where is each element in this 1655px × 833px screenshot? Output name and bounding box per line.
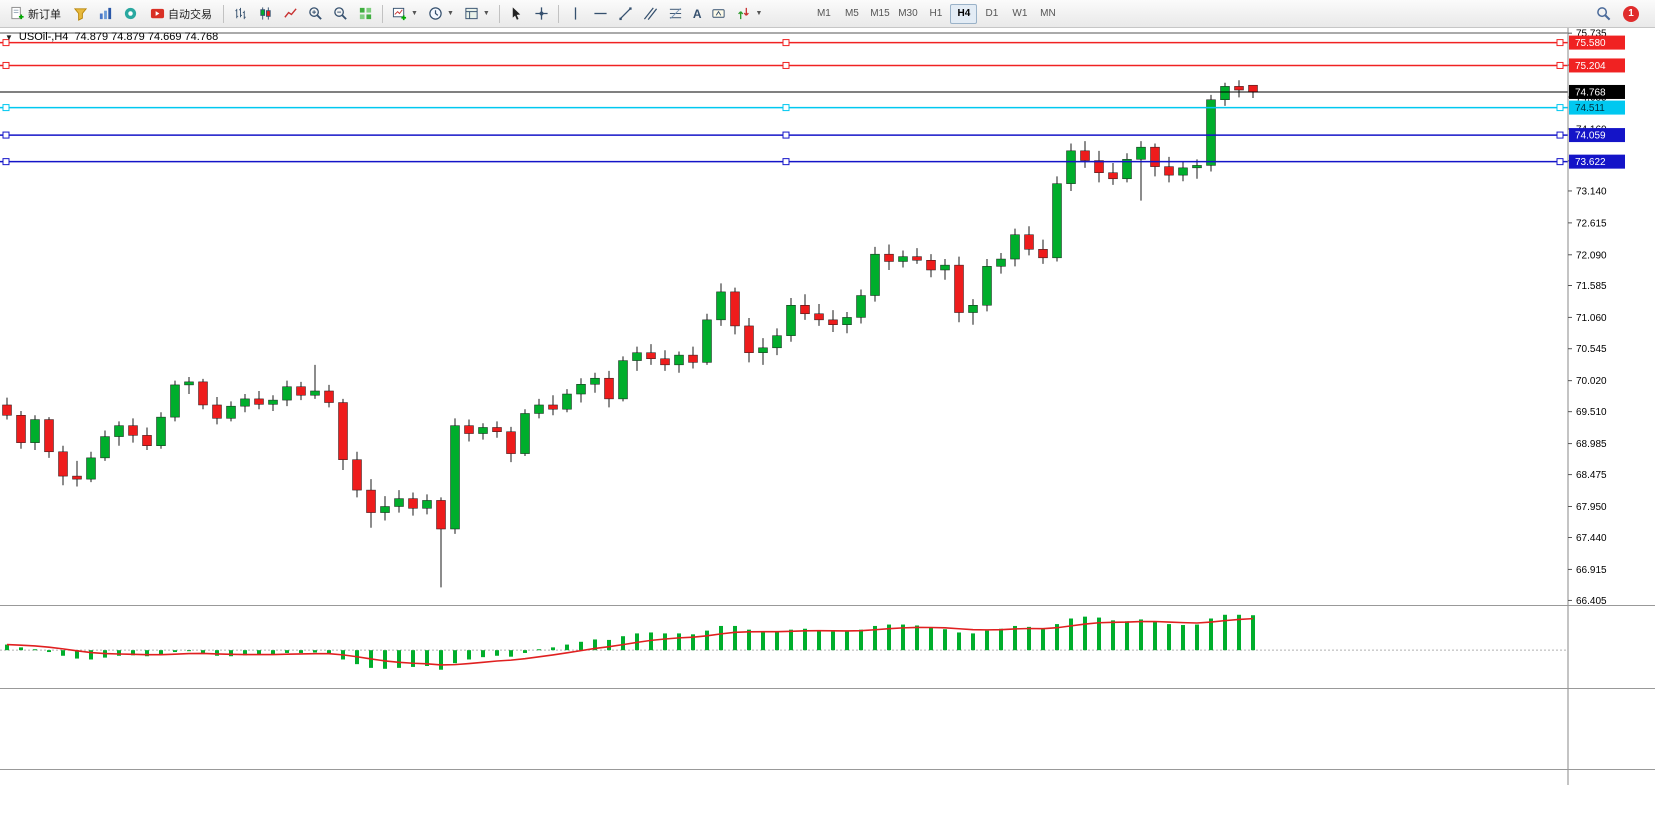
toolbar-separator: [223, 4, 224, 23]
timeframe-button-m5[interactable]: M5: [838, 4, 865, 24]
toolbar-separator: [557, 4, 559, 23]
new-chart-button[interactable]: ▼: [388, 3, 422, 25]
svg-text:74.059: 74.059: [1575, 131, 1606, 142]
timeframe-button-m15[interactable]: M15: [866, 4, 893, 24]
template-icon: [465, 7, 478, 20]
main-toolbar: 新订单 自动交易 ▼ ▼ ▼ A ▼ M1 M5 M15 M30 H1 H4 D: [0, 0, 1655, 28]
line-chart-mode-icon[interactable]: [279, 3, 302, 25]
price-badge-75.204: 75.204: [1569, 58, 1625, 73]
vertical-line-tool-icon[interactable]: [564, 3, 587, 25]
svg-text:68.985: 68.985: [1576, 439, 1607, 450]
toolbar-separator: [382, 4, 383, 23]
autotrade-label: 自动交易: [168, 8, 212, 21]
svg-text:72.090: 72.090: [1576, 250, 1607, 261]
timeframe-group: M1 M5 M15 M30 H1 H4 D1 W1 MN: [810, 3, 1061, 24]
stats-icon[interactable]: [94, 3, 117, 25]
horizontal-line-73.622[interactable]: [0, 158, 1568, 166]
svg-text:75.735: 75.735: [1576, 29, 1607, 40]
bar-chart-mode-icon[interactable]: [229, 3, 252, 25]
chart-plot-area[interactable]: [0, 28, 1568, 605]
macd-panel: [0, 614, 1568, 670]
clock-icon: [429, 7, 442, 20]
search-icon[interactable]: [1592, 3, 1615, 25]
autotrade-status-icon: [150, 8, 165, 19]
toolbar-separator: [498, 4, 500, 23]
horizontal-line-75.204[interactable]: [0, 61, 1568, 69]
new-chart-icon: [392, 7, 407, 21]
arrows-tool-icon[interactable]: ▼: [732, 3, 766, 25]
channel-tool-icon[interactable]: [639, 3, 662, 25]
notification-badge[interactable]: 1: [1623, 5, 1639, 22]
timeframe-button-h4[interactable]: H4: [950, 3, 978, 24]
text-tool-icon[interactable]: A: [692, 6, 702, 21]
tile-windows-icon[interactable]: [354, 3, 377, 25]
svg-text:70.545: 70.545: [1576, 344, 1607, 355]
price-badge-74.059: 74.059: [1569, 128, 1625, 143]
chevron-down-icon: ▼: [411, 10, 418, 17]
svg-text:69.510: 69.510: [1576, 407, 1607, 418]
toolbar-right: 1: [1592, 3, 1639, 25]
svg-text:72.615: 72.615: [1576, 218, 1607, 229]
timeframe-button-m30[interactable]: M30: [894, 4, 921, 24]
svg-text:66.915: 66.915: [1576, 565, 1607, 576]
svg-text:66.405: 66.405: [1576, 596, 1607, 607]
periods-button[interactable]: ▼: [424, 3, 458, 25]
timeframe-button-h1[interactable]: H1: [922, 4, 949, 24]
candlestick-series: [2, 80, 1258, 588]
chart-canvas: 75.73575.21074.68574.16073.63573.14072.6…: [0, 28, 1655, 833]
bid-price-badge: 74.768: [1569, 84, 1625, 99]
trendline-tool-icon[interactable]: [614, 3, 637, 25]
svg-text:75.580: 75.580: [1575, 38, 1606, 49]
svg-text:73.140: 73.140: [1576, 186, 1607, 197]
chevron-down-icon: ▼: [482, 10, 490, 17]
crosshair-icon[interactable]: [530, 3, 553, 25]
chevron-down-icon: ▼: [446, 10, 454, 17]
timeframe-button-m1[interactable]: M1: [810, 4, 837, 24]
svg-text:71.585: 71.585: [1576, 281, 1607, 292]
zoom-in-icon[interactable]: [304, 3, 327, 25]
price-badge-75.580: 75.580: [1569, 35, 1625, 50]
timeframe-button-d1[interactable]: D1: [978, 4, 1005, 24]
svg-text:75.204: 75.204: [1575, 61, 1606, 72]
horizontal-line-74.511[interactable]: [0, 104, 1568, 112]
candlestick-mode-icon[interactable]: [254, 3, 277, 25]
chart-area: 75.73575.21074.68574.16073.63573.14072.6…: [0, 28, 1655, 833]
chevron-down-icon: ▼: [755, 10, 763, 17]
horizontal-line-74.059[interactable]: [0, 131, 1568, 139]
fibonacci-tool-icon[interactable]: [664, 3, 687, 25]
cursor-icon[interactable]: [505, 3, 528, 25]
new-order-icon: [11, 6, 24, 20]
community-icon[interactable]: [119, 3, 142, 25]
svg-text:74.768: 74.768: [1575, 87, 1606, 98]
timeframe-button-w1[interactable]: W1: [1006, 4, 1033, 24]
svg-text:67.440: 67.440: [1576, 533, 1607, 544]
svg-text:74.511: 74.511: [1575, 103, 1605, 114]
svg-text:67.950: 67.950: [1576, 502, 1607, 513]
new-order-label: 新订单: [28, 8, 61, 21]
svg-text:68.475: 68.475: [1576, 470, 1607, 481]
svg-text:73.622: 73.622: [1575, 157, 1606, 168]
horizontal-line-75.580[interactable]: [0, 39, 1568, 47]
templates-button[interactable]: ▼: [460, 3, 494, 25]
price-badge-73.622: 73.622: [1569, 154, 1625, 169]
timeframe-button-mn[interactable]: MN: [1034, 4, 1061, 24]
zoom-out-icon[interactable]: [329, 3, 352, 25]
filter-icon[interactable]: [69, 3, 92, 25]
horizontal-line-tool-icon[interactable]: [589, 3, 612, 25]
svg-text:71.060: 71.060: [1576, 313, 1607, 324]
macd-signal-line: [6, 617, 1254, 666]
svg-text:70.020: 70.020: [1576, 376, 1607, 387]
autotrade-button[interactable]: 自动交易: [144, 3, 218, 25]
price-badge-74.511: 74.511: [1569, 100, 1625, 115]
new-order-button[interactable]: 新订单: [4, 3, 67, 25]
text-label-tool-icon[interactable]: [707, 3, 730, 25]
